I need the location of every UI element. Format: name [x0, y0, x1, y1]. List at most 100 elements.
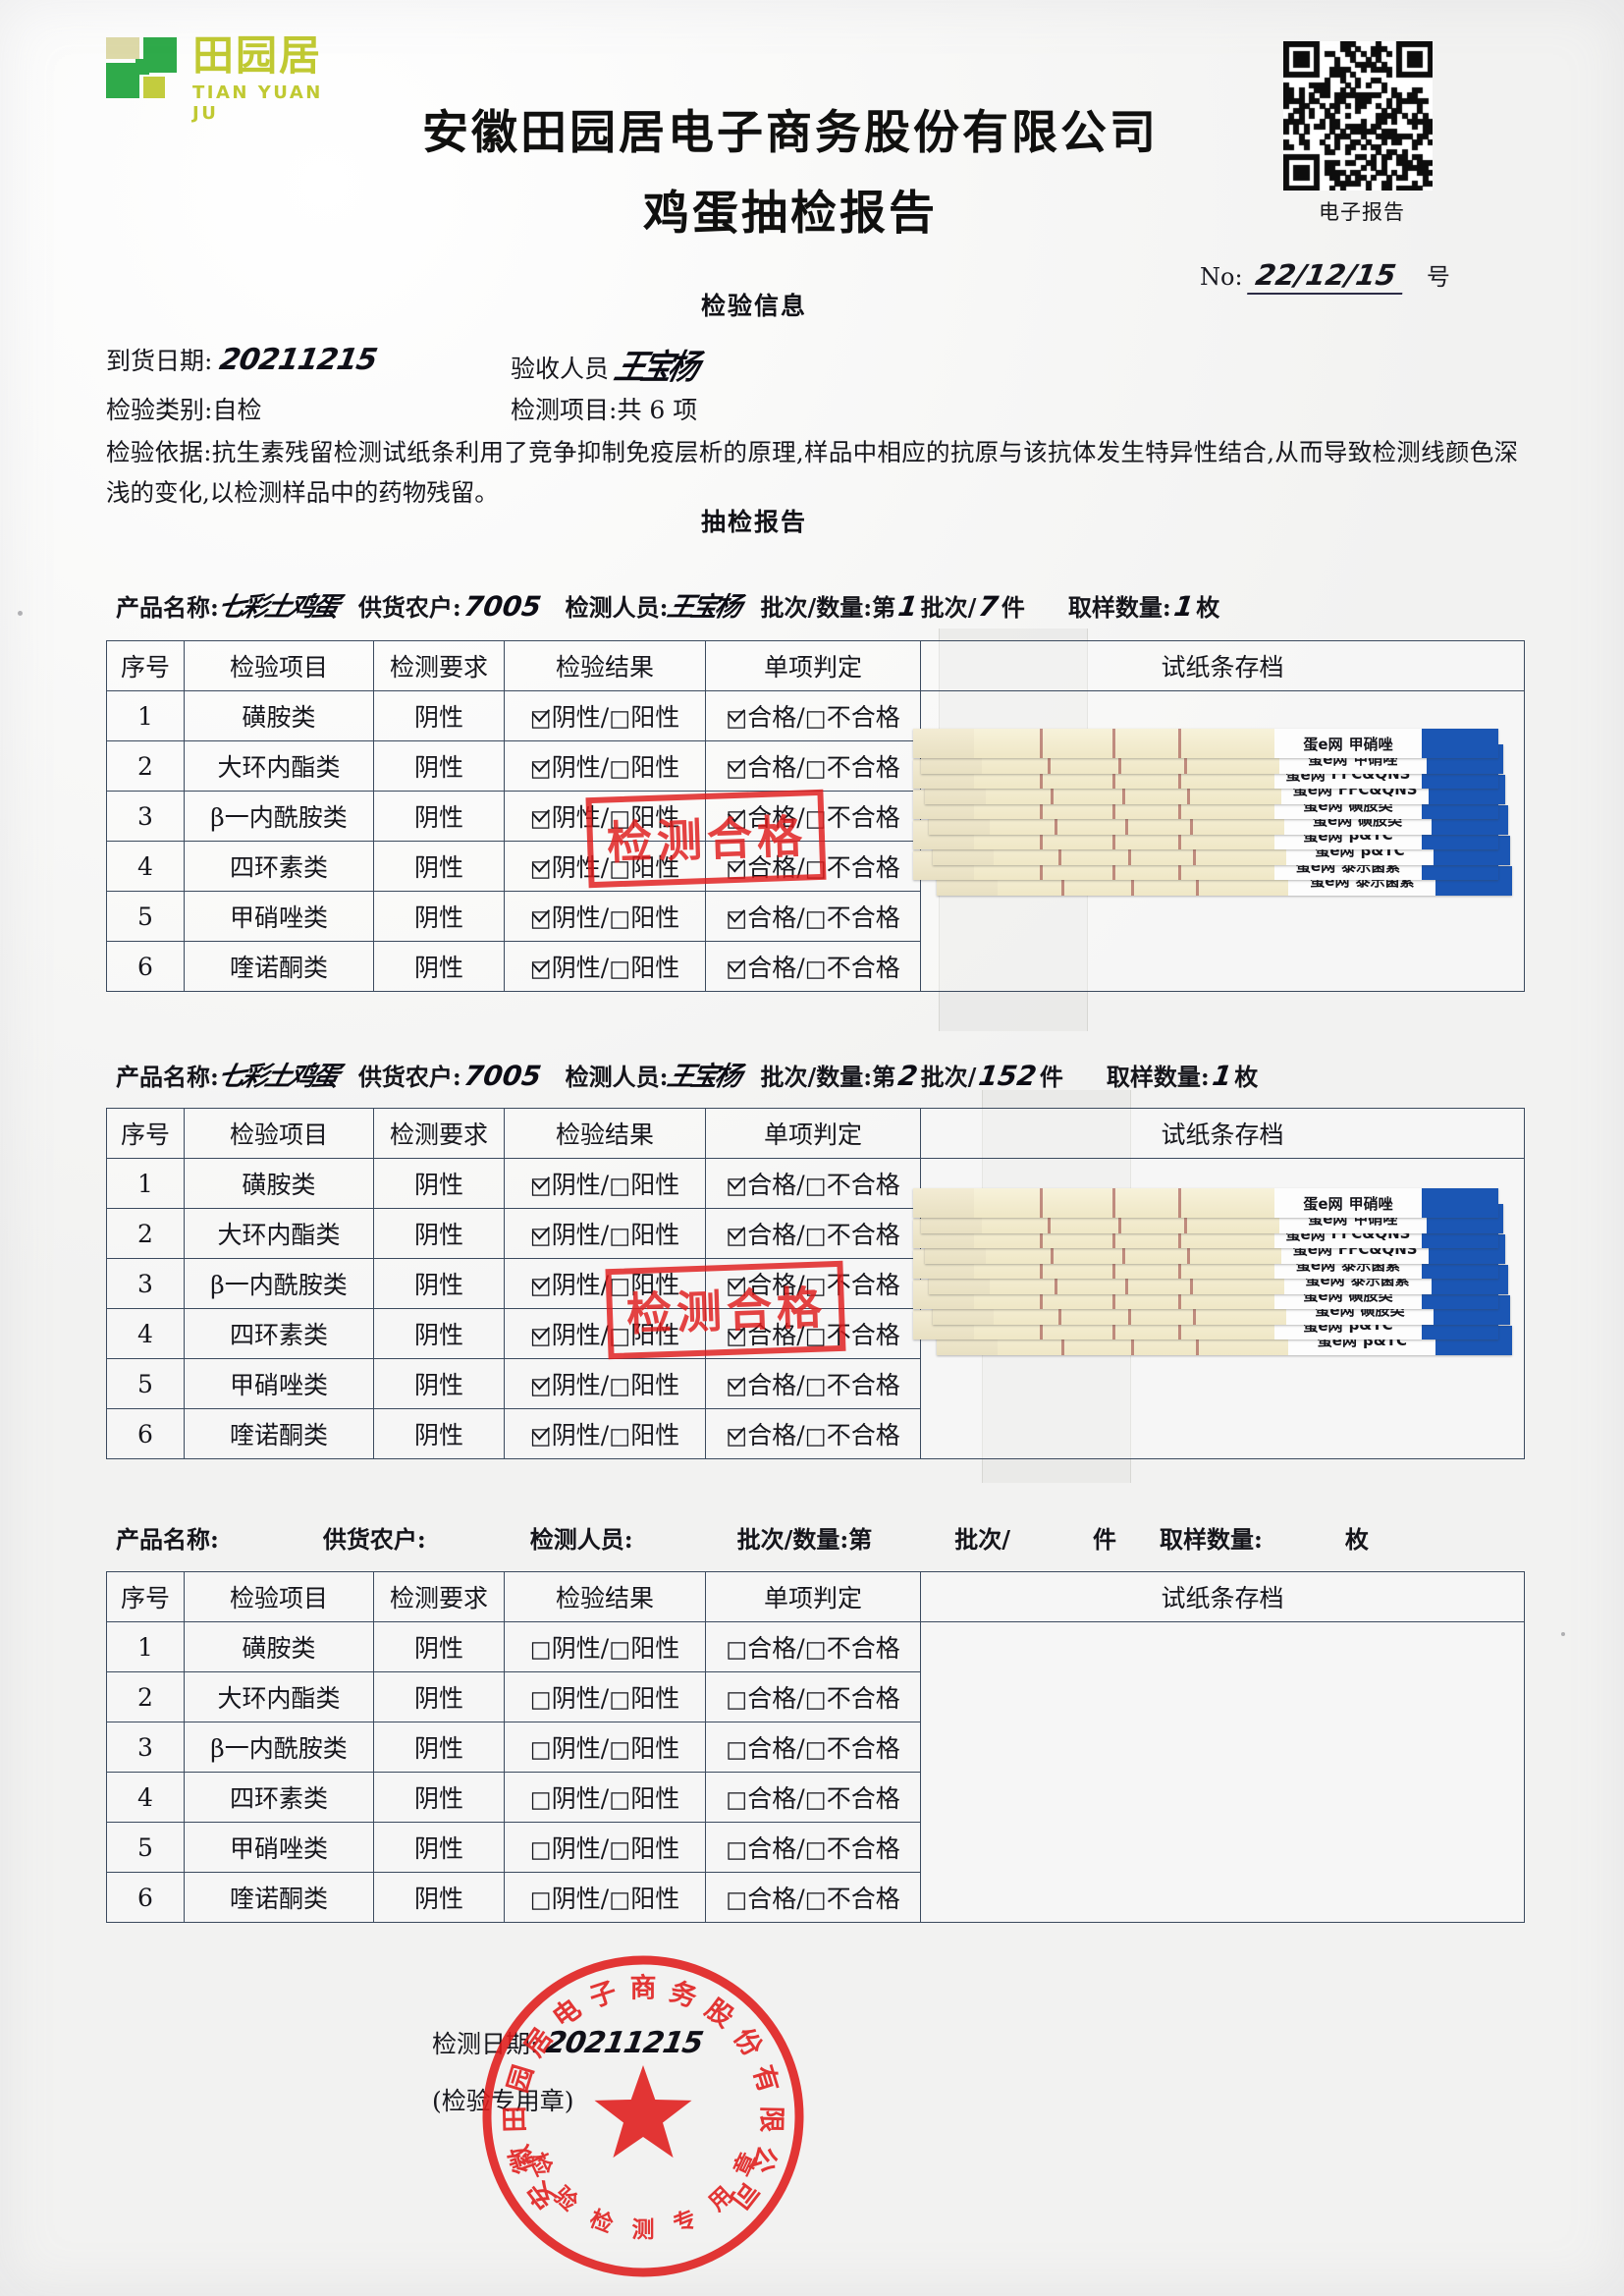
checkbox-negative[interactable]	[530, 1174, 552, 1199]
checkbox-pass[interactable]	[726, 1274, 747, 1299]
test-result-checkboxes[interactable]: 阴性/阳性	[504, 1308, 706, 1359]
checkbox-fail[interactable]	[805, 1174, 827, 1199]
verdict-checkboxes[interactable]: 合格/不合格	[705, 1358, 921, 1409]
test-result-checkboxes[interactable]: 阴性/阳性	[504, 1158, 706, 1209]
checkbox-pass[interactable]	[726, 1174, 747, 1199]
checkbox-positive[interactable]	[609, 1274, 630, 1299]
checkbox-fail[interactable]	[805, 806, 827, 832]
handwritten-value[interactable]: 7	[977, 590, 1001, 623]
checkbox-positive[interactable]	[609, 1737, 630, 1763]
checkbox-fail[interactable]	[805, 1224, 827, 1249]
checkbox-positive[interactable]	[609, 1324, 630, 1349]
test-result-checkboxes[interactable]: 阴性/阳性	[504, 1358, 706, 1409]
handwritten-value[interactable]: 王宝杨	[664, 592, 742, 623]
test-result-checkboxes[interactable]: 阴性/阳性	[504, 1408, 706, 1459]
test-result-checkboxes[interactable]: 阴性/阳性	[504, 1258, 706, 1309]
verdict-checkboxes[interactable]: 合格/不合格	[705, 1872, 921, 1923]
checkbox-pass[interactable]	[726, 1637, 747, 1663]
checkbox-negative[interactable]	[530, 1837, 552, 1863]
verdict-checkboxes[interactable]: 合格/不合格	[705, 1772, 921, 1823]
checkbox-fail[interactable]	[805, 1274, 827, 1299]
checkbox-negative[interactable]	[530, 806, 552, 832]
checkbox-positive[interactable]	[609, 856, 630, 882]
verdict-checkboxes[interactable]: 合格/不合格	[705, 791, 921, 842]
checkbox-negative[interactable]	[530, 1274, 552, 1299]
test-result-checkboxes[interactable]: 阴性/阳性	[504, 740, 706, 792]
verdict-checkboxes[interactable]: 合格/不合格	[705, 1258, 921, 1309]
checkbox-positive[interactable]	[609, 1837, 630, 1863]
handwritten-value[interactable]: 7005	[461, 1060, 543, 1092]
checkbox-negative[interactable]	[530, 1224, 552, 1249]
checkbox-fail[interactable]	[805, 1687, 827, 1713]
checkbox-pass[interactable]	[726, 756, 747, 782]
checkbox-fail[interactable]	[805, 756, 827, 782]
test-result-checkboxes[interactable]: 阴性/阳性	[504, 690, 706, 741]
checkbox-positive[interactable]	[609, 1374, 630, 1399]
checkbox-negative[interactable]	[530, 706, 552, 732]
checkbox-positive[interactable]	[609, 1687, 630, 1713]
checkbox-pass[interactable]	[726, 1224, 747, 1249]
verdict-checkboxes[interactable]: 合格/不合格	[705, 1722, 921, 1773]
checkbox-pass[interactable]	[726, 1424, 747, 1449]
handwritten-value[interactable]: 7005	[461, 590, 543, 623]
checkbox-pass[interactable]	[726, 706, 747, 732]
checkbox-fail[interactable]	[805, 1737, 827, 1763]
checkbox-pass[interactable]	[726, 1687, 747, 1713]
checkbox-fail[interactable]	[805, 957, 827, 982]
verdict-checkboxes[interactable]: 合格/不合格	[705, 1158, 921, 1209]
verdict-checkboxes[interactable]: 合格/不合格	[705, 1822, 921, 1873]
checkbox-negative[interactable]	[530, 1887, 552, 1913]
arrival-date-value[interactable]: 20211215	[217, 343, 380, 377]
checkbox-pass[interactable]	[726, 1324, 747, 1349]
checkbox-positive[interactable]	[609, 906, 630, 932]
checkbox-fail[interactable]	[805, 856, 827, 882]
checkbox-positive[interactable]	[609, 1887, 630, 1913]
test-result-checkboxes[interactable]: 阴性/阳性	[504, 941, 706, 992]
handwritten-value[interactable]: 七彩土鸡蛋	[214, 592, 340, 623]
checkbox-fail[interactable]	[805, 906, 827, 932]
handwritten-value[interactable]: 1	[1171, 590, 1196, 623]
test-result-checkboxes[interactable]: 阴性/阳性	[504, 1671, 706, 1722]
checkbox-fail[interactable]	[805, 1837, 827, 1863]
checkbox-fail[interactable]	[805, 1374, 827, 1399]
receiver-signature[interactable]: 王宝杨	[610, 348, 701, 388]
checkbox-pass[interactable]	[726, 1887, 747, 1913]
checkbox-negative[interactable]	[530, 957, 552, 982]
qr-code-image[interactable]	[1283, 41, 1433, 191]
checkbox-negative[interactable]	[530, 856, 552, 882]
verdict-checkboxes[interactable]: 合格/不合格	[705, 1621, 921, 1672]
handwritten-value[interactable]: 2	[895, 1060, 920, 1092]
checkbox-fail[interactable]	[805, 1787, 827, 1813]
checkbox-positive[interactable]	[609, 957, 630, 982]
checkbox-fail[interactable]	[805, 1887, 827, 1913]
checkbox-negative[interactable]	[530, 1374, 552, 1399]
checkbox-negative[interactable]	[530, 1687, 552, 1713]
handwritten-value[interactable]: 152	[977, 1060, 1040, 1092]
test-result-checkboxes[interactable]: 阴性/阳性	[504, 1722, 706, 1773]
checkbox-fail[interactable]	[805, 1637, 827, 1663]
test-result-checkboxes[interactable]: 阴性/阳性	[504, 1772, 706, 1823]
checkbox-positive[interactable]	[609, 1787, 630, 1813]
checkbox-pass[interactable]	[726, 1787, 747, 1813]
verdict-checkboxes[interactable]: 合格/不合格	[705, 941, 921, 992]
checkbox-pass[interactable]	[726, 856, 747, 882]
test-date-value[interactable]: 20211215	[543, 2026, 706, 2060]
checkbox-negative[interactable]	[530, 1737, 552, 1763]
test-result-checkboxes[interactable]: 阴性/阳性	[504, 1208, 706, 1259]
report-number-value[interactable]: 22/12/15	[1247, 258, 1409, 295]
verdict-checkboxes[interactable]: 合格/不合格	[705, 1308, 921, 1359]
test-result-checkboxes[interactable]: 阴性/阳性	[504, 841, 706, 892]
handwritten-value[interactable]: 王宝杨	[664, 1062, 742, 1092]
verdict-checkboxes[interactable]: 合格/不合格	[705, 1408, 921, 1459]
handwritten-value[interactable]: 1	[895, 590, 920, 623]
checkbox-negative[interactable]	[530, 906, 552, 932]
checkbox-negative[interactable]	[530, 1324, 552, 1349]
checkbox-pass[interactable]	[726, 1737, 747, 1763]
verdict-checkboxes[interactable]: 合格/不合格	[705, 1671, 921, 1722]
verdict-checkboxes[interactable]: 合格/不合格	[705, 690, 921, 741]
test-result-checkboxes[interactable]: 阴性/阳性	[504, 1822, 706, 1873]
checkbox-pass[interactable]	[726, 806, 747, 832]
checkbox-fail[interactable]	[805, 706, 827, 732]
handwritten-value[interactable]: 1	[1210, 1060, 1234, 1092]
verdict-checkboxes[interactable]: 合格/不合格	[705, 740, 921, 792]
